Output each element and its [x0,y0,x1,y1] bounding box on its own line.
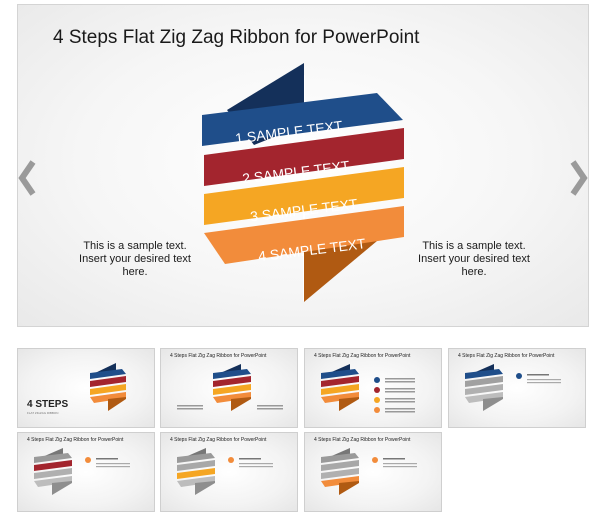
zigzag-ribbon-graphic: 1 SAMPLE TEXT 2 SAMPLE TEXT 3 SAMPLE TEX… [202,63,404,302]
chevron-left-icon [18,160,36,196]
chevron-right-icon [570,160,588,196]
thumbnail-2-title: 4 Steps Flat Zig Zag Ribbon for PowerPoi… [170,353,267,359]
right-text-line-3: here. [461,266,487,278]
thumbnail-7-graphic [321,448,417,495]
thumbnail-5[interactable]: 4 Steps Flat Zig Zag Ribbon for PowerPoi… [17,432,155,512]
thumbnail-2[interactable]: 4 Steps Flat Zig Zag Ribbon for PowerPoi… [160,348,298,428]
ribbon-band-4 [204,206,404,264]
thumbnail-1[interactable]: 4 STEPS FLAT ZIGZAG RIBBON [17,348,155,428]
thumbnail-4-graphic [465,364,561,411]
thumbnail-7-title: 4 Steps Flat Zig Zag Ribbon for PowerPoi… [314,437,411,443]
next-slide-button[interactable] [568,158,588,198]
thumbnail-1-cover-title: 4 STEPS [27,399,69,410]
thumbnail-6-graphic [177,448,273,495]
right-text-line-1: This is a sample text. [422,240,526,252]
left-text-line-3: here. [122,266,148,278]
thumbnail-3-graphic [321,364,415,413]
thumbnail-6[interactable]: 4 Steps Flat Zig Zag Ribbon for PowerPoi… [160,432,298,512]
thumbnail-1-cover-subtitle: FLAT ZIGZAG RIBBON [27,411,59,415]
ribbon-bottom-fold [304,233,377,302]
right-text-line-2: Insert your desired text [418,253,530,265]
thumbnail-1-graphic [90,363,126,411]
thumbnail-7[interactable]: 4 Steps Flat Zig Zag Ribbon for PowerPoi… [304,432,442,512]
thumbnail-5-title: 4 Steps Flat Zig Zag Ribbon for PowerPoi… [27,437,124,443]
slide-title: 4 Steps Flat Zig Zag Ribbon for PowerPoi… [53,27,420,48]
thumbnail-4-title: 4 Steps Flat Zig Zag Ribbon for PowerPoi… [458,353,555,359]
ribbon-band-3 [204,167,404,225]
ribbon-band-2 [204,128,404,186]
thumbnail-4[interactable]: 4 Steps Flat Zig Zag Ribbon for PowerPoi… [448,348,586,428]
left-text-line-2: Insert your desired text [79,253,191,265]
right-sample-text: This is a sample text. Insert your desir… [409,240,539,279]
thumbnail-3[interactable]: 4 Steps Flat Zig Zag Ribbon for PowerPoi… [304,348,442,428]
thumbnail-6-title: 4 Steps Flat Zig Zag Ribbon for PowerPoi… [170,437,267,443]
thumbnail-5-graphic [34,448,130,495]
left-text-line-1: This is a sample text. [83,240,187,252]
ribbon-band-1 [202,93,403,146]
thumbnail-2-graphic [177,364,283,411]
main-slide-preview: 4 Steps Flat Zig Zag Ribbon for PowerPoi… [17,4,589,327]
thumbnail-3-title: 4 Steps Flat Zig Zag Ribbon for PowerPoi… [314,353,411,359]
left-sample-text: This is a sample text. Insert your desir… [70,240,200,279]
previous-slide-button[interactable] [18,158,38,198]
